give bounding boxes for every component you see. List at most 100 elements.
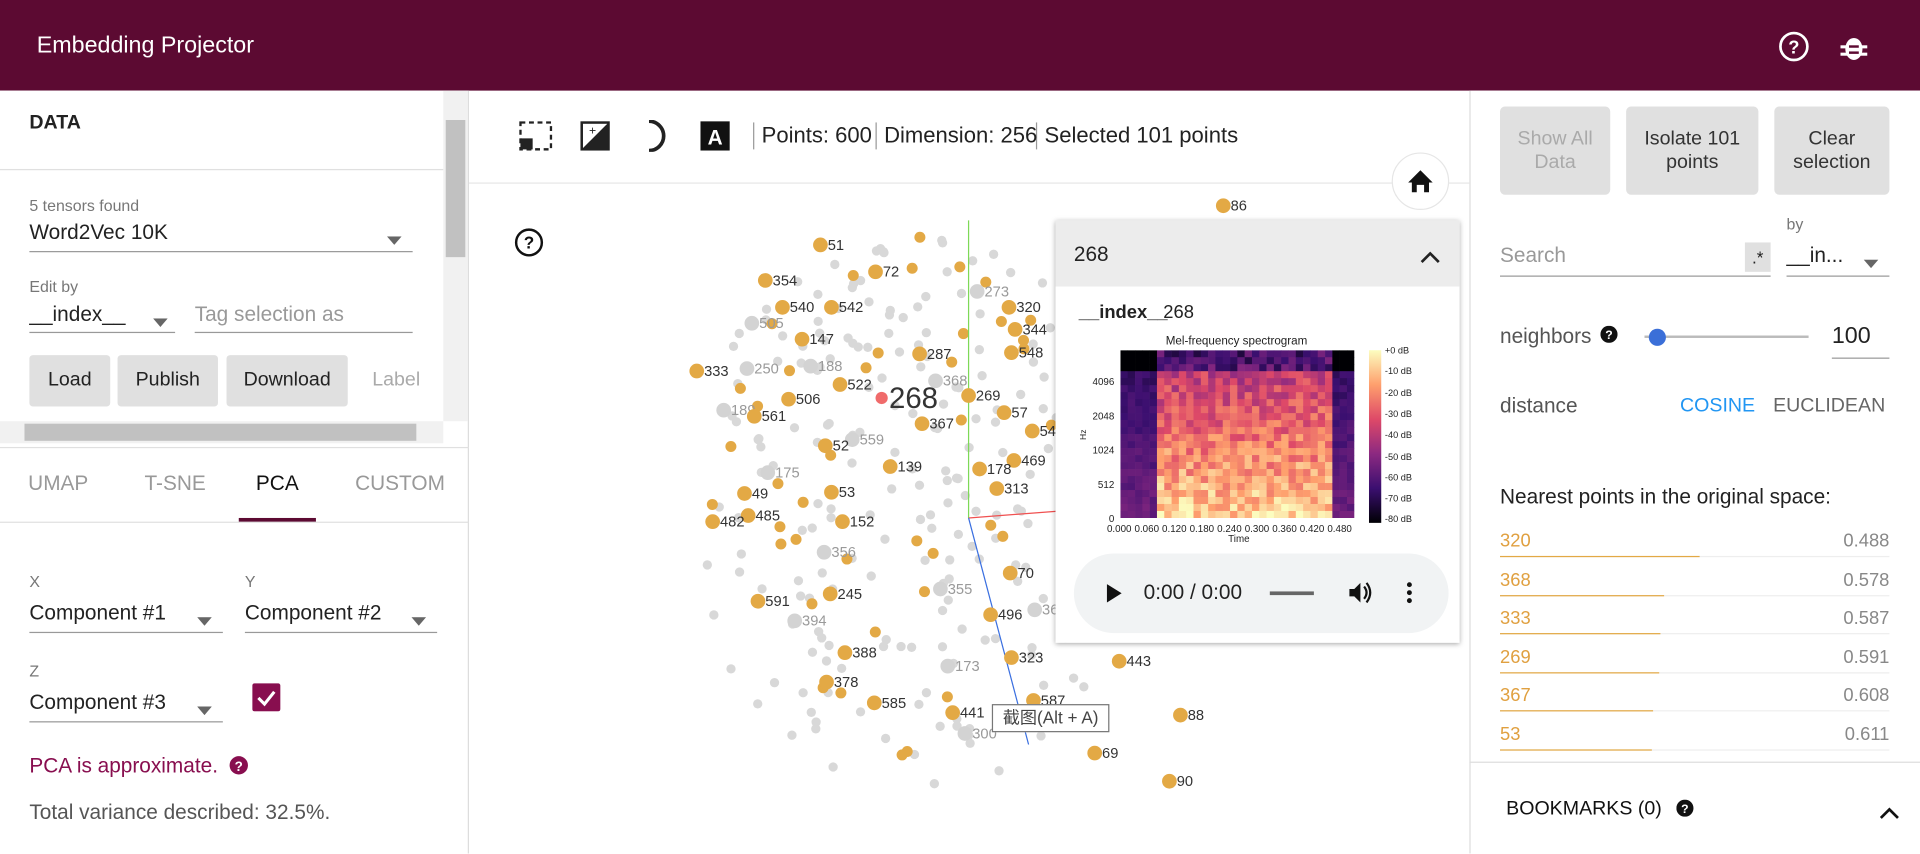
data-button[interactable]: Load (29, 355, 111, 407)
search-input[interactable]: Search (1500, 243, 1566, 267)
labels-toggle[interactable]: A (700, 121, 730, 151)
background-point (798, 688, 808, 698)
z-select[interactable]: Component #3 (29, 690, 166, 714)
by-select[interactable]: __in... (1786, 243, 1844, 267)
divider (0, 446, 469, 449)
data-button[interactable]: Publish (117, 355, 218, 407)
bookmarks-help[interactable]: ? (1676, 799, 1694, 817)
projection-tab[interactable]: UMAP (28, 471, 89, 495)
bookmarks-toggle[interactable] (1879, 803, 1900, 819)
neighbor-label[interactable]: 333 (1500, 607, 1531, 629)
background-point (967, 541, 977, 552)
metric-option[interactable]: EUCLIDEAN (1773, 395, 1886, 417)
icon-part (1135, 350, 1143, 358)
home-button[interactable] (1391, 152, 1450, 211)
icon-part (1325, 462, 1333, 470)
neighbor-label[interactable]: 269 (1500, 646, 1531, 668)
background-point (828, 762, 838, 772)
help-button[interactable]: ? (1778, 31, 1810, 63)
icon-part (1332, 510, 1340, 519)
point-label: 54 (1040, 424, 1056, 440)
neighbor-label[interactable]: 368 (1500, 569, 1531, 591)
help-icon[interactable]: ? (229, 756, 249, 776)
background-point (906, 642, 917, 652)
neighbors-help[interactable]: ? (1600, 325, 1618, 343)
projection-tab[interactable]: PCA (255, 471, 299, 495)
icon-part (1120, 434, 1129, 442)
icon-part (1135, 476, 1143, 484)
x-select[interactable]: Component #1 (29, 601, 166, 625)
icon-part (1215, 392, 1224, 400)
selected-point (914, 231, 926, 243)
slider-thumb[interactable] (1648, 328, 1666, 346)
inspector-button[interactable]: Isolate 101 points (1626, 106, 1759, 195)
tag-input[interactable]: Tag selection as (194, 302, 344, 326)
projection-tab[interactable]: CUSTOM (355, 471, 445, 495)
icon-part (1164, 399, 1172, 407)
icon-part (1230, 371, 1238, 379)
z-checkbox[interactable] (252, 683, 281, 712)
icon-part (1266, 496, 1275, 505)
icon-part (1303, 510, 1311, 519)
volume-button[interactable] (1348, 582, 1372, 604)
inspector-button[interactable]: Show All Data (1500, 106, 1611, 195)
selected-point (835, 687, 847, 699)
icon-part (1208, 503, 1216, 512)
point (1001, 300, 1017, 315)
icon-part (1339, 510, 1348, 519)
edit-by-select[interactable]: __index__ (29, 302, 126, 326)
inspector-button[interactable]: Clear selection (1774, 106, 1890, 195)
icon-part (1251, 455, 1260, 463)
metric-option[interactable]: COSINE (1680, 395, 1756, 417)
play-button[interactable] (1106, 584, 1123, 603)
neighbor-label[interactable]: 367 (1500, 685, 1531, 706)
icon-part (1244, 350, 1253, 358)
dark-mode[interactable] (644, 119, 668, 153)
icon-part (1325, 392, 1333, 400)
icon-part (1215, 420, 1224, 428)
icon-part (1156, 427, 1165, 435)
neighbors-input[interactable]: 100 (1831, 323, 1871, 349)
icon-part (1332, 455, 1340, 463)
icon-part (1208, 364, 1216, 372)
collapse-button[interactable] (1420, 247, 1440, 263)
dropdown-caret (1863, 252, 1879, 269)
icon-part (1186, 406, 1194, 414)
icon-part (1135, 455, 1143, 463)
icon-part (1222, 350, 1231, 358)
v-scroll-thumb[interactable] (445, 120, 466, 258)
night-mode[interactable]: + (580, 121, 610, 151)
icon-part (1317, 483, 1326, 491)
scatter-help[interactable]: ? (514, 228, 544, 257)
icon-part (1237, 406, 1245, 414)
colorbar-label: -20 dB (1384, 387, 1412, 399)
icon-part (1259, 455, 1267, 463)
divider (29, 721, 223, 723)
projection-tab[interactable]: T-SNE (144, 471, 206, 495)
select-tool[interactable] (519, 121, 553, 151)
icon-part (1879, 807, 1899, 819)
data-button[interactable]: Download (226, 355, 348, 407)
neighbor-label[interactable]: 320 (1500, 530, 1531, 552)
y-select[interactable]: Component #2 (244, 601, 382, 625)
background-point (890, 400, 900, 411)
bug-button[interactable] (1840, 31, 1868, 63)
background-point (942, 267, 952, 277)
icon-part (1281, 399, 1289, 407)
icon-part (1156, 392, 1165, 400)
icon-part (1127, 448, 1136, 456)
icon-part (1156, 510, 1165, 519)
point (969, 284, 985, 299)
icon-part (1295, 413, 1304, 421)
menu-button[interactable] (1406, 582, 1413, 604)
neighbor-label[interactable]: 53 (1500, 723, 1521, 745)
icon-part (1135, 364, 1143, 372)
icon-part (1135, 357, 1143, 365)
tensor-select[interactable]: Word2Vec 10K (29, 220, 168, 244)
label-button[interactable]: Label (372, 369, 421, 391)
h-scroll-thumb[interactable] (24, 423, 417, 441)
background-point (728, 341, 739, 352)
icon-part (1127, 427, 1136, 435)
regex-toggle[interactable]: .* (1744, 242, 1771, 272)
